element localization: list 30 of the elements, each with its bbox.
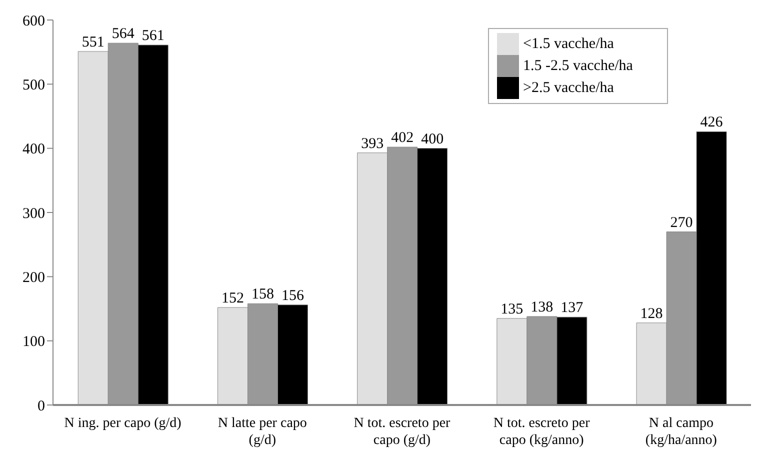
data-label: 158 [251, 286, 274, 303]
x-tick-label: N latte per capo (g/d) [218, 416, 307, 448]
data-label: 137 [560, 300, 584, 316]
y-tick-label: 100 [22, 334, 45, 350]
y-tick-label: 400 [22, 142, 45, 158]
data-label: 400 [421, 131, 444, 148]
data-label: 152 [221, 290, 244, 306]
y-tick-label: 500 [22, 77, 45, 94]
y-tick-label: 0 [38, 398, 45, 414]
x-tick-label: N ing. per capo (g/d) [64, 416, 182, 431]
data-label: 393 [361, 136, 384, 152]
x-tick-label: N tot. escreto per capo (kg/anno) [493, 416, 590, 448]
y-tick-label: 600 [22, 13, 45, 30]
data-label: 426 [700, 114, 724, 131]
data-label: 564 [112, 26, 135, 42]
data-label: 402 [391, 130, 414, 146]
legend-label: 1.5 -2.5 vacche/ha [523, 58, 633, 74]
y-tick-label: 200 [22, 270, 45, 286]
legend-label: <1.5 vacche/ha [523, 36, 614, 52]
data-label: 270 [670, 214, 693, 231]
data-label: 551 [82, 34, 104, 50]
y-tick-label: 300 [22, 206, 45, 222]
data-label: 135 [500, 301, 524, 318]
data-label: 561 [142, 28, 164, 44]
legend-label: >2.5 vacche/ha [523, 80, 614, 96]
data-label: 156 [281, 288, 304, 304]
data-label: 138 [530, 299, 554, 316]
x-tick-label: N al campo (kg/ha/anno) [645, 416, 718, 448]
data-label: 128 [640, 306, 663, 322]
x-tick-label: N tot. escreto per capo (g/d) [354, 416, 451, 448]
